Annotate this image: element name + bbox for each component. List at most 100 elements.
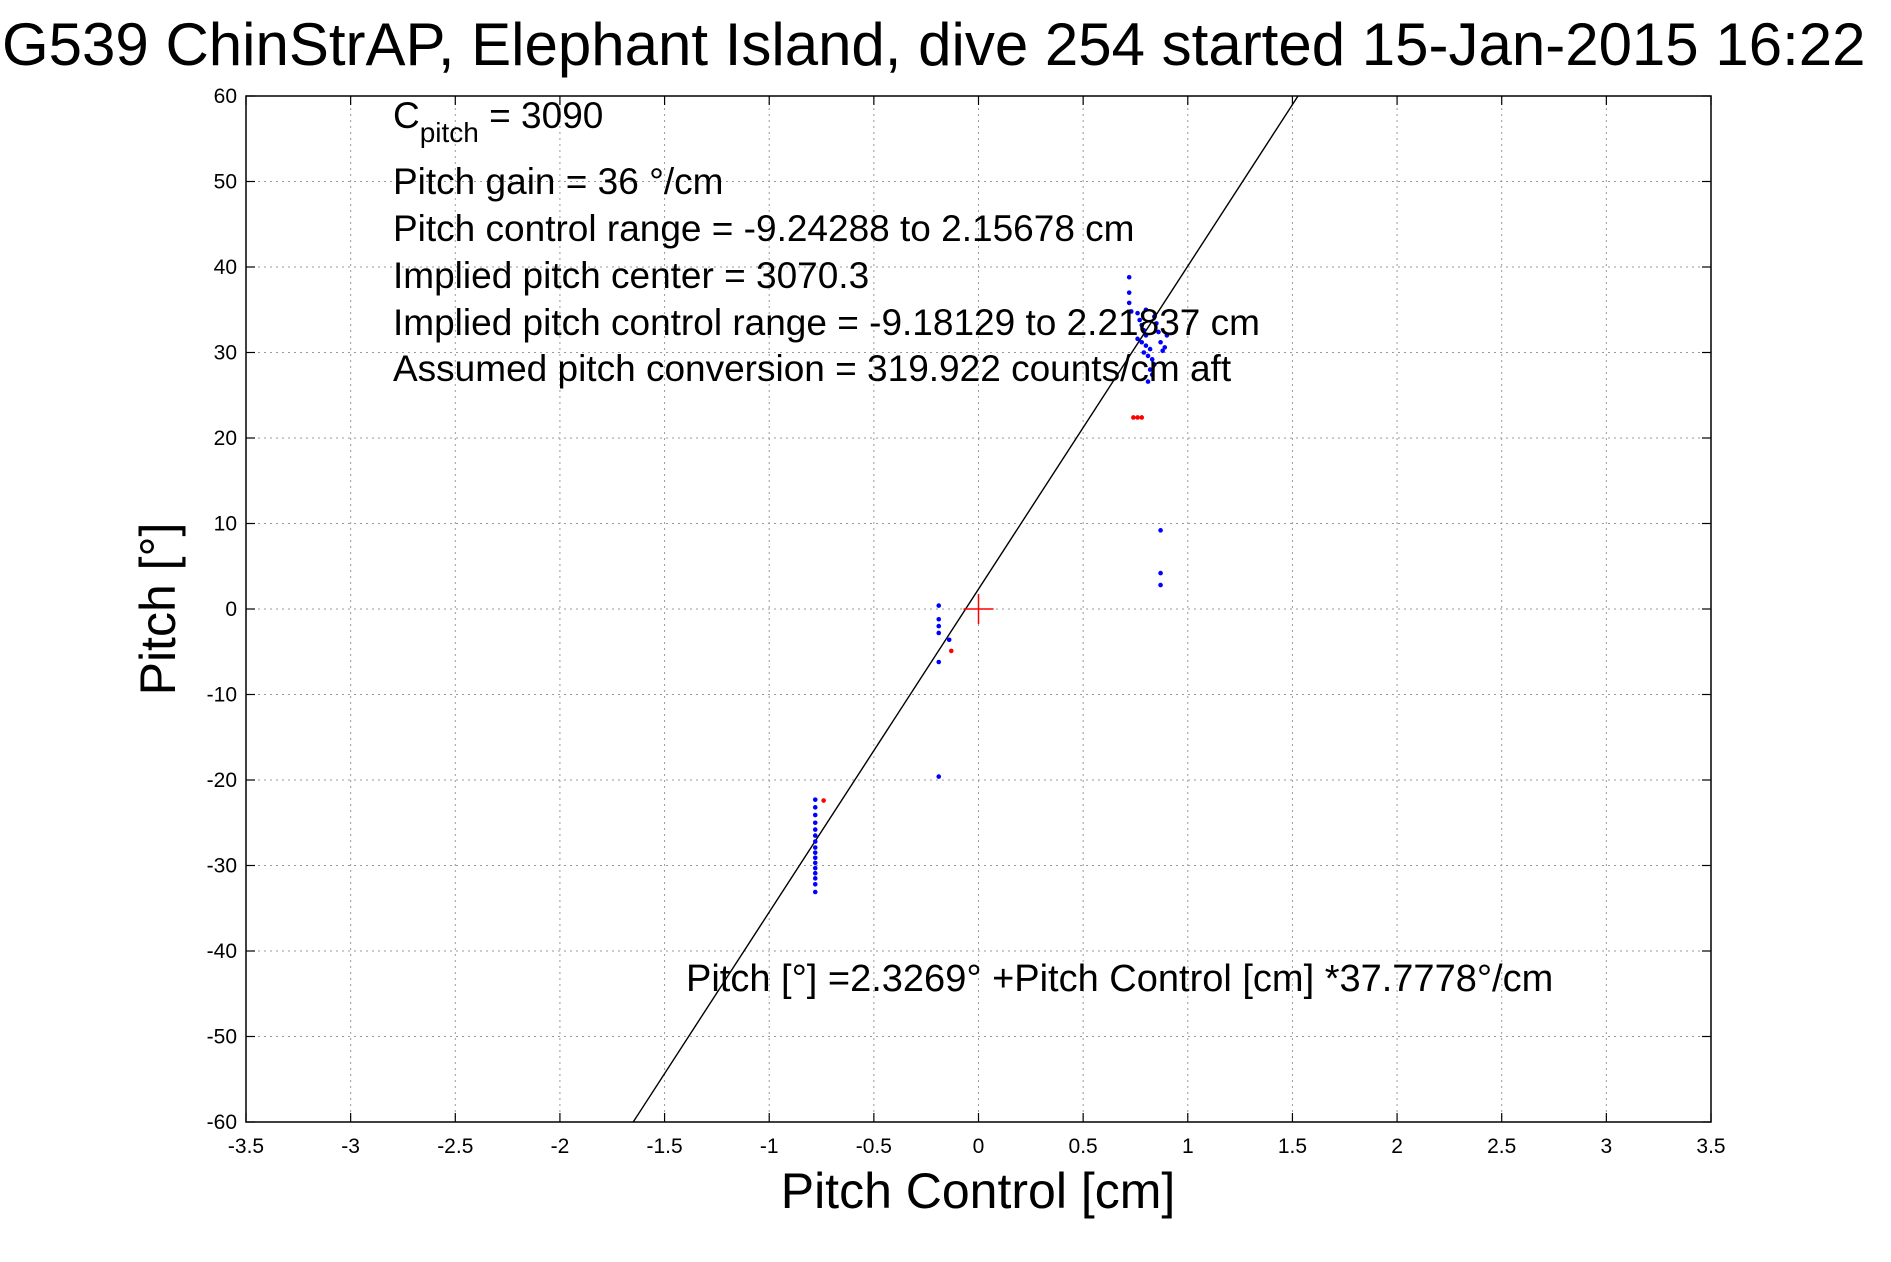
data-point-blue	[1158, 528, 1163, 533]
data-point-blue	[812, 855, 818, 861]
y-tick-label: 0	[225, 598, 237, 621]
pitch-control-range-annotation: Pitch control range = -9.24288 to 2.1567…	[393, 208, 1135, 249]
data-point-blue	[946, 637, 952, 643]
data-point-blue	[1137, 317, 1142, 323]
data-point-blue	[1158, 339, 1163, 345]
data-point-blue	[1143, 333, 1149, 338]
y-tick-label: 20	[214, 427, 237, 450]
center-marker	[963, 594, 994, 624]
data-point-blue	[1145, 379, 1151, 384]
data-point-blue	[812, 833, 818, 838]
data-point-blue	[1141, 327, 1147, 333]
assumed-pitch-conversion-annotation: Assumed pitch conversion = 319.922 count…	[393, 348, 1232, 389]
axis-ticks	[245, 95, 1712, 1123]
data-point-blue	[812, 889, 818, 895]
x-tick-label: -1	[760, 1135, 779, 1158]
implied-pitch-control-range-annotation: Implied pitch control range = -9.18129 t…	[393, 302, 1260, 343]
data-point-blue	[936, 623, 942, 629]
data-point-blue	[1158, 570, 1163, 576]
data-point-blue	[1156, 329, 1161, 335]
y-tick-label: 30	[214, 342, 237, 365]
data-point-blue	[936, 774, 942, 779]
data-point-blue	[1147, 367, 1153, 372]
data-point-blue	[812, 865, 818, 871]
y-tick-label: -40	[207, 940, 237, 963]
data-point-blue	[1145, 353, 1151, 359]
data-point-blue	[812, 860, 818, 866]
x-tick-label: -3	[341, 1135, 360, 1158]
y-tick-label: 10	[214, 513, 237, 536]
data-point-blue	[1135, 336, 1140, 342]
data-point-blue	[1126, 274, 1132, 280]
data-point-blue	[1160, 348, 1165, 354]
data-points	[812, 274, 1170, 895]
c-pitch-main: C	[393, 95, 420, 136]
x-tick-label: 2.5	[1487, 1135, 1516, 1158]
x-tick-label: 1	[1182, 1135, 1194, 1158]
data-point-blue	[812, 870, 818, 876]
data-point-blue	[1152, 362, 1157, 367]
data-point-blue	[812, 850, 818, 855]
data-point-red	[1139, 415, 1145, 420]
data-point-blue	[1149, 372, 1155, 378]
data-point-blue	[812, 797, 818, 802]
data-point-blue	[812, 805, 818, 810]
y-axis-label: Pitch [°]	[130, 523, 186, 696]
data-point-blue	[1162, 345, 1168, 350]
x-tick-label: 3	[1601, 1135, 1613, 1158]
y-tick-label: -60	[207, 1111, 237, 1134]
data-point-red	[948, 648, 954, 654]
x-tick-label: 0.5	[1069, 1135, 1098, 1158]
data-point-blue	[812, 845, 818, 850]
data-point-blue	[1139, 322, 1145, 328]
x-tick-label: 0	[973, 1135, 985, 1158]
data-point-blue	[936, 630, 942, 636]
data-point-blue	[1139, 339, 1145, 345]
x-tick-label: 1.5	[1278, 1135, 1307, 1158]
fit-equation-annotation: Pitch [°] =2.3269° +Pitch Control [cm] *…	[686, 958, 1553, 1000]
x-axis-label: Pitch Control [cm]	[781, 1163, 1176, 1219]
x-tick-label: -0.5	[856, 1135, 892, 1158]
data-point-blue	[1147, 346, 1153, 352]
data-point-blue	[812, 827, 818, 832]
data-point-blue	[1126, 290, 1132, 295]
data-point-red	[1135, 415, 1140, 420]
x-tick-label: -2.5	[437, 1135, 473, 1158]
c-pitch-annotation: Cpitch = 3090	[393, 95, 603, 148]
data-point-blue	[1149, 357, 1155, 362]
y-tick-label: -50	[207, 1026, 237, 1049]
data-point-blue	[936, 616, 942, 622]
data-point-blue	[1143, 343, 1149, 348]
data-point-blue	[1154, 321, 1159, 326]
x-tick-label: -2	[551, 1135, 570, 1158]
y-tick-label: -20	[207, 769, 237, 792]
data-point-blue	[1164, 333, 1170, 338]
data-point-blue	[1135, 310, 1140, 316]
data-point-blue	[936, 603, 942, 608]
data-point-blue	[812, 876, 818, 881]
data-point-red	[821, 798, 826, 803]
data-point-red	[1131, 415, 1136, 420]
data-point-blue	[1126, 300, 1132, 306]
y-tick-label: -30	[207, 855, 237, 878]
x-tick-labels: -3.5 -3 -2.5 -2 -1.5 -1 -0.5 0 0.5 1 1.5 2 2.5 3 3.5	[228, 1135, 1726, 1158]
x-tick-label: -1.5	[646, 1135, 682, 1158]
x-tick-label: -3.5	[228, 1135, 264, 1158]
data-point-blue	[1143, 307, 1149, 313]
chart-title: G539 ChinStrAP, Elephant Island, dive 25…	[2, 11, 1866, 78]
x-tick-label: 3.5	[1696, 1135, 1725, 1158]
data-point-blue	[812, 882, 818, 887]
y-tick-label: 50	[214, 171, 237, 194]
pitch-gain-annotation: Pitch gain = 36 °/cm	[393, 161, 724, 202]
data-point-blue	[1141, 350, 1147, 355]
c-pitch-subscript: pitch	[420, 117, 479, 148]
x-tick-label: 2	[1391, 1135, 1403, 1158]
data-point-blue	[936, 659, 942, 665]
c-pitch-value: = 3090	[479, 95, 603, 136]
y-tick-label: -10	[207, 684, 237, 707]
y-tick-label: 60	[214, 85, 237, 108]
implied-pitch-center-annotation: Implied pitch center = 3070.3	[393, 255, 869, 296]
data-point-blue	[812, 820, 818, 826]
data-point-blue	[1158, 582, 1163, 588]
